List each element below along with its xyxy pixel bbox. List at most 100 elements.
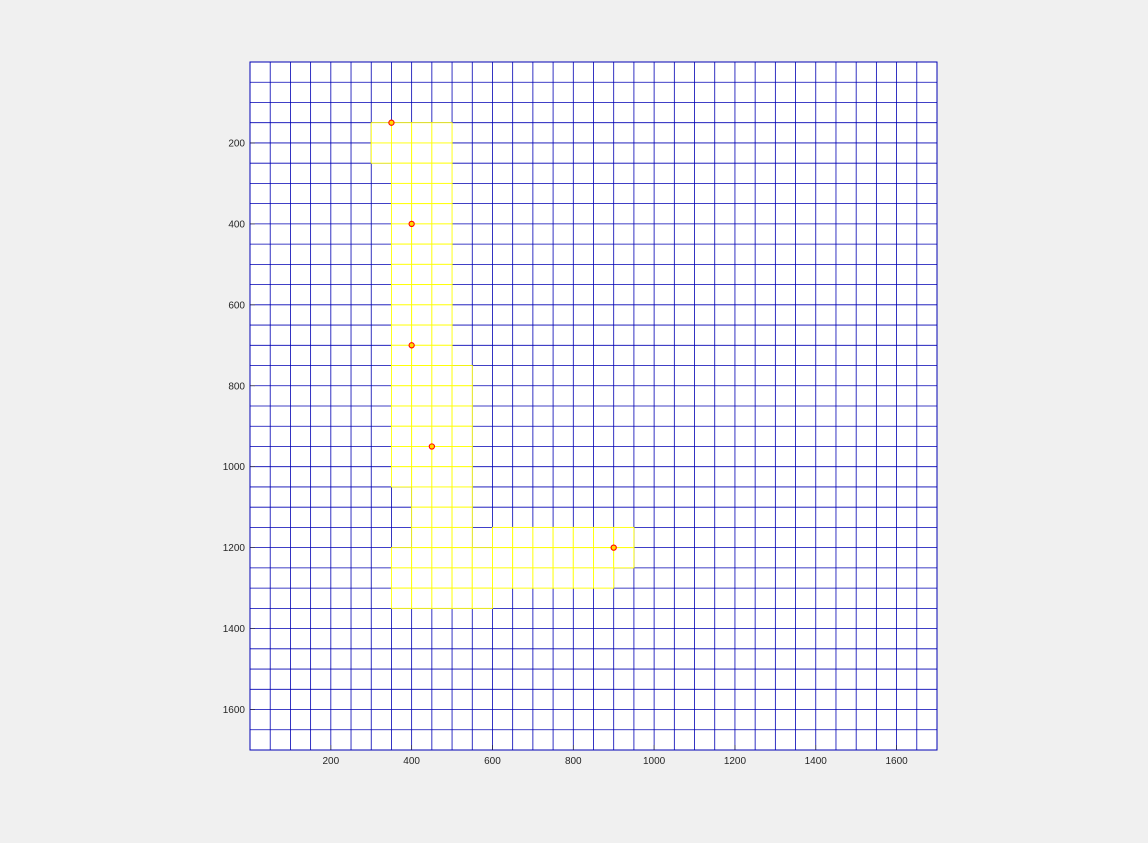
highlighted-cell: [431, 385, 453, 407]
data-point-marker: [388, 119, 395, 126]
highlighted-cell: [411, 385, 433, 407]
highlighted-cell: [431, 263, 453, 286]
highlighted-cell: [411, 405, 433, 427]
highlighted-cell: [593, 526, 615, 549]
highlighted-cell: [431, 547, 453, 569]
highlighted-cell: [431, 243, 453, 265]
highlighted-cell: [451, 567, 473, 589]
highlighted-cell: [572, 526, 594, 549]
y-tick-label: 800: [228, 381, 245, 392]
highlighted-cell: [552, 567, 574, 589]
highlighted-cell: [411, 142, 433, 164]
x-tick-label: 1000: [643, 756, 666, 767]
highlighted-cell: [613, 526, 635, 549]
highlighted-cell: [431, 324, 453, 346]
x-tick-label: 800: [565, 756, 582, 767]
highlighted-cell: [431, 446, 453, 468]
highlighted-cell: [451, 486, 473, 508]
highlighted-cell: [451, 385, 473, 407]
x-tick-label: 1200: [724, 756, 747, 767]
highlighted-cell: [532, 547, 554, 569]
highlighted-cell: [411, 567, 433, 589]
highlighted-cell: [370, 122, 392, 144]
highlighted-cell: [431, 486, 453, 508]
highlighted-cells: [370, 122, 635, 609]
highlighted-cell: [431, 365, 453, 387]
highlighted-cell: [390, 142, 413, 164]
marker-points: [388, 119, 617, 551]
highlighted-cell: [532, 526, 554, 549]
highlighted-cell: [593, 567, 615, 589]
highlighted-cell: [390, 263, 413, 286]
highlighted-cell: [572, 567, 594, 589]
highlighted-cell: [411, 547, 433, 569]
data-point-marker: [408, 342, 415, 349]
grid-lines: [249, 61, 938, 751]
highlighted-cell: [411, 587, 433, 609]
highlighted-cell: [411, 486, 433, 508]
highlighted-cell: [471, 547, 493, 569]
highlighted-cell: [492, 567, 514, 589]
highlighted-cell: [411, 304, 433, 326]
highlighted-cell: [390, 344, 413, 366]
highlighted-cell: [411, 466, 433, 488]
highlighted-cell: [431, 567, 453, 589]
highlighted-cell: [431, 142, 453, 164]
y-tick-label: 1000: [223, 462, 246, 473]
highlighted-cell: [451, 405, 473, 427]
y-tick-label: 400: [228, 219, 245, 230]
highlighted-cell: [431, 526, 453, 549]
highlighted-cell: [431, 405, 453, 427]
highlighted-cell: [451, 365, 473, 387]
highlighted-cell: [411, 122, 433, 144]
x-tick-label: 1400: [805, 756, 828, 767]
highlighted-cell: [390, 425, 413, 447]
highlighted-cell: [451, 466, 473, 488]
highlighted-cell: [613, 547, 635, 569]
highlighted-cell: [431, 203, 453, 225]
highlighted-cell: [390, 567, 413, 589]
y-tick-label: 1200: [223, 543, 246, 554]
highlighted-cell: [411, 324, 433, 346]
highlighted-cell: [390, 304, 413, 326]
highlighted-cell: [431, 122, 453, 144]
highlighted-cell: [411, 182, 433, 205]
highlighted-cell: [411, 223, 433, 245]
highlighted-cell: [552, 547, 574, 569]
highlighted-cell: [390, 385, 413, 407]
highlighted-cell: [471, 567, 493, 589]
highlighted-cell: [411, 526, 433, 549]
highlighted-cell: [431, 162, 453, 184]
highlighted-cell: [390, 162, 413, 184]
highlighted-cell: [390, 324, 413, 346]
highlighted-cell: [390, 405, 413, 427]
highlighted-cell: [411, 365, 433, 387]
highlighted-cell: [431, 466, 453, 488]
x-axis-ticks: 200 400 600 800 1000 1200 1400 1600: [322, 745, 908, 767]
data-point-marker: [610, 544, 617, 551]
y-axis-ticks: 200 400 600 800 1000 1200 1400 1600: [223, 138, 255, 716]
highlighted-cell: [451, 446, 473, 468]
highlighted-cell: [411, 243, 433, 265]
highlighted-cell: [411, 425, 433, 447]
highlighted-cell: [411, 203, 433, 225]
highlighted-cell: [451, 587, 473, 609]
highlighted-cell: [390, 203, 413, 225]
data-point-marker: [428, 443, 436, 450]
highlighted-cell: [471, 587, 493, 609]
highlighted-cell: [593, 547, 615, 569]
highlighted-cell: [431, 344, 453, 366]
highlighted-cell: [451, 425, 473, 447]
highlighted-cell: [390, 122, 413, 144]
highlighted-cell: [431, 425, 453, 447]
highlighted-cell: [451, 547, 473, 569]
highlighted-cell: [390, 446, 413, 468]
plot-axes[interactable]: 200 400 600 800 1000 1200 1400 1600 200 400 600 80…: [223, 61, 938, 767]
x-tick-label: 200: [322, 756, 339, 767]
y-tick-label: 600: [228, 300, 245, 311]
highlighted-cell: [512, 526, 534, 549]
y-tick-label: 1400: [223, 624, 246, 635]
x-tick-label: 1600: [885, 756, 908, 767]
highlighted-cell: [390, 182, 413, 205]
